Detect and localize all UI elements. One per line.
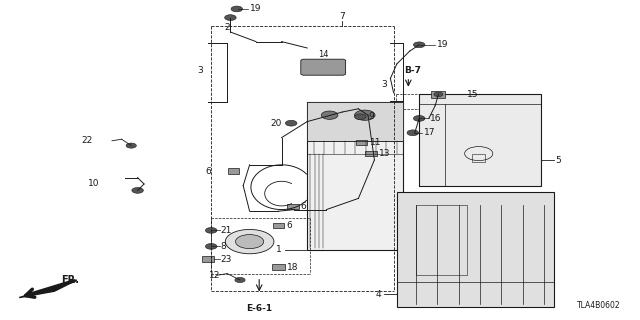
Bar (307, 102, 403, 141)
Text: 7: 7 (340, 12, 345, 21)
Text: 9: 9 (368, 112, 374, 121)
Text: 19: 19 (250, 4, 261, 12)
Bar (272, 264, 285, 270)
Text: 4: 4 (375, 290, 381, 299)
Bar (287, 204, 299, 209)
Circle shape (321, 111, 338, 119)
Circle shape (434, 92, 443, 97)
Text: 18: 18 (287, 263, 298, 272)
Bar (273, 223, 284, 228)
Text: TLA4B0602: TLA4B0602 (577, 301, 621, 310)
Text: 17: 17 (424, 128, 435, 137)
Bar (431, 91, 445, 98)
Text: 19: 19 (436, 40, 448, 49)
Bar (228, 168, 239, 174)
Bar (397, 192, 554, 307)
Text: FR.: FR. (61, 275, 79, 285)
Text: 20: 20 (270, 119, 282, 128)
Circle shape (355, 114, 366, 120)
Text: 13: 13 (379, 149, 390, 158)
Bar (419, 94, 541, 186)
Text: B-7: B-7 (404, 66, 421, 75)
Circle shape (407, 130, 419, 136)
Bar (356, 140, 367, 145)
Polygon shape (19, 280, 77, 298)
Circle shape (205, 228, 217, 233)
FancyBboxPatch shape (301, 59, 346, 75)
Text: 6: 6 (301, 202, 307, 211)
Text: 12: 12 (209, 271, 221, 280)
Text: 6: 6 (205, 167, 211, 176)
Text: 11: 11 (370, 138, 381, 147)
Text: 6: 6 (286, 221, 292, 230)
Text: 2: 2 (225, 23, 230, 32)
Bar (396, 94, 421, 109)
Text: 3: 3 (381, 80, 387, 89)
Text: 5: 5 (555, 156, 561, 164)
Text: 22: 22 (81, 136, 93, 145)
Text: 10: 10 (88, 180, 99, 188)
Text: 3: 3 (198, 66, 204, 75)
Bar (307, 102, 403, 250)
Circle shape (235, 277, 245, 283)
Circle shape (231, 6, 243, 12)
Circle shape (236, 235, 264, 249)
Text: E-6-1: E-6-1 (246, 304, 272, 313)
Circle shape (285, 120, 297, 126)
Circle shape (132, 188, 143, 193)
Circle shape (225, 15, 236, 20)
Circle shape (413, 116, 425, 121)
Text: 8: 8 (221, 242, 227, 251)
Bar (416, 205, 467, 275)
Text: 16: 16 (430, 114, 442, 123)
Text: 1: 1 (276, 245, 282, 254)
Text: 14: 14 (318, 50, 328, 59)
Text: 23: 23 (221, 255, 232, 264)
Circle shape (205, 244, 217, 249)
Circle shape (355, 110, 375, 120)
Text: 21: 21 (221, 226, 232, 235)
Circle shape (225, 229, 274, 254)
Bar (365, 151, 377, 156)
Bar (472, 154, 485, 162)
Text: 15: 15 (467, 90, 479, 99)
Circle shape (126, 143, 136, 148)
Bar (202, 256, 214, 262)
Circle shape (413, 42, 425, 48)
